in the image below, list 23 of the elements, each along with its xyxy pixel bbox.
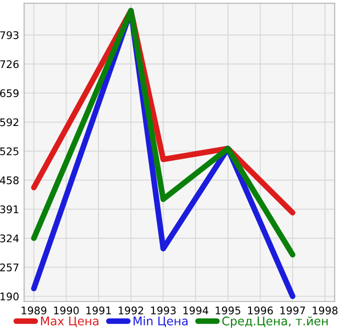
x-tick-label: 1995 [216,306,240,314]
y-tick-label: 190 [0,292,19,300]
x-tick-label: 1991 [86,306,111,314]
y-tick-label: 525 [0,147,18,156]
y-tick-label: 458 [0,176,19,184]
y-tick-label: 257 [0,263,18,272]
x-tick-label: 1998 [312,306,338,314]
x-tick-label: 1994 [183,306,208,314]
y-tick-label: 391 [0,205,18,214]
x-tick-label: 1992 [118,306,144,314]
x-tick-label: 1990 [54,306,79,314]
y-tick-label: 592 [0,118,18,126]
x-tick-label: 1997 [280,306,305,314]
y-tick-label: 324 [0,234,19,242]
legend-label: Сред.Цена, т.йен [222,316,328,328]
x-tick-label: 1993 [151,306,176,314]
legend-label: Max Цена [41,316,98,328]
y-tick-label: 659 [0,89,19,98]
legend-label: Min Цена [134,316,188,328]
y-tick-label: 726 [0,60,19,68]
x-tick-label: 1996 [248,306,273,314]
y-tick-label: 793 [0,31,18,40]
x-tick-label: 1989 [22,306,46,314]
